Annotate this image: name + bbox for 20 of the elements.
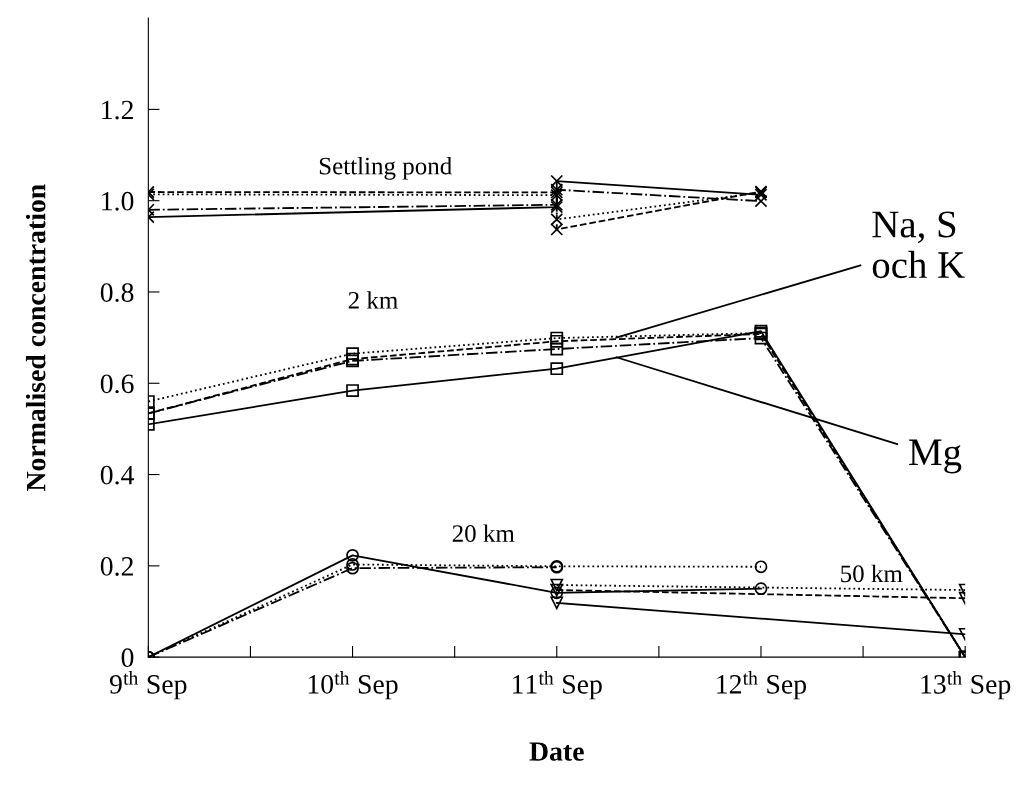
y-tick-label: 0.2 [100,557,133,576]
y-tick-label: 1.0 [102,191,134,211]
annotation: 50 km [841,564,903,583]
annotation: 2 km [348,291,398,309]
annotation: Na, S och K [872,211,965,279]
annotation: Settling pond [319,156,452,180]
y-tick-label: 0.6 [100,374,134,394]
x-tick-label: 13$^{th}$ Sep [921,671,1011,700]
y-tick-label: 0.8 [100,283,134,303]
y-tick-label: 0.4 [100,465,135,485]
y-tick-label: 1.2 [102,100,133,120]
y-tick-label: 0 [121,648,134,668]
x-tick-label: 12$^{th}$ Sep [717,671,807,700]
x-tick-label: 11$^{th}$ Sep [512,671,602,700]
x-tick-label: 10$^{th}$ Sep [308,671,398,700]
x-axis-title: Date [529,742,584,761]
annotation: 20 km [452,524,515,542]
annotation: Mg [909,439,962,474]
y-axis-title: Normalised concentration [25,184,46,491]
x-tick-label: 9$^{th}$ Sep [109,671,187,700]
